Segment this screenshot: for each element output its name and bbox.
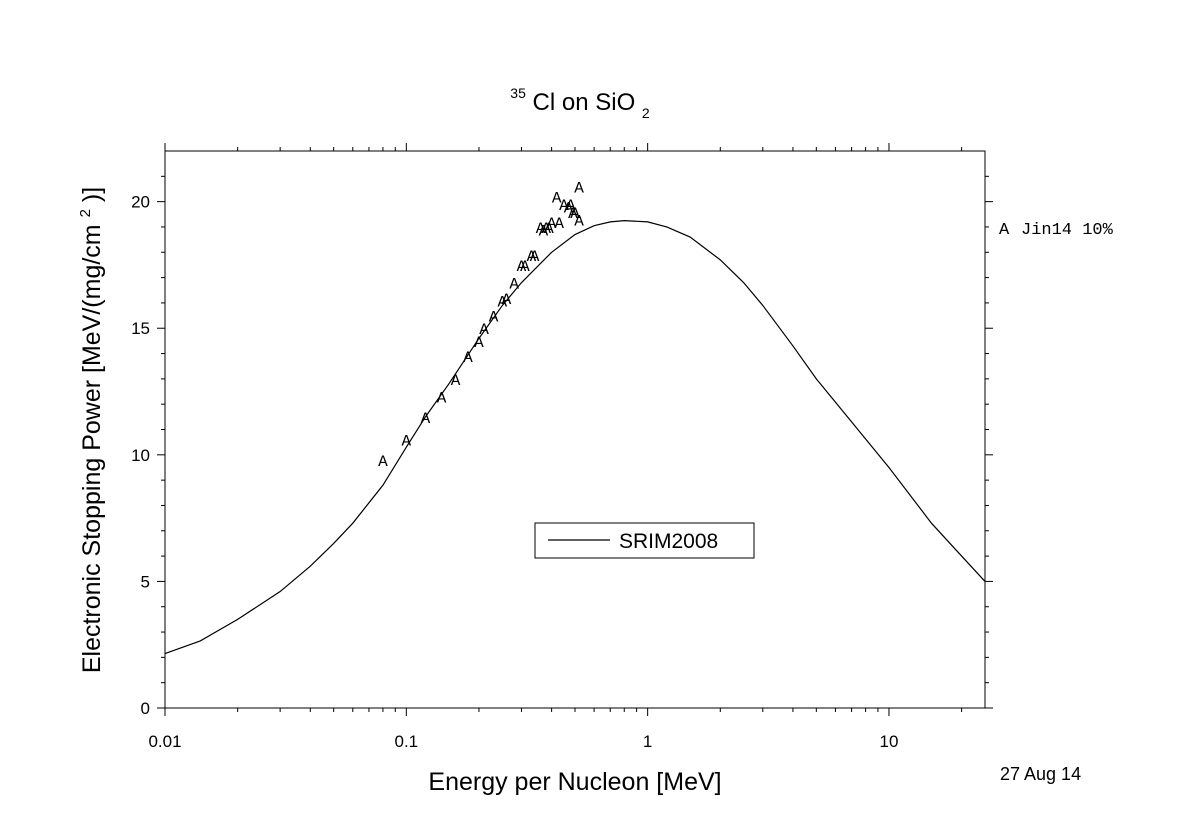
data-point-marker: A <box>451 372 461 390</box>
y-axis-ticks: 0 5 10 15 20 <box>131 175 993 718</box>
data-point-marker: A <box>517 258 527 276</box>
chart-title: 35 Cl on SiO 2 <box>510 77 650 121</box>
data-point-marker: A <box>378 453 388 471</box>
data-point-marker: A <box>544 220 554 238</box>
y-axis-label-tail: )] <box>78 187 106 202</box>
data-point-marker: A <box>574 179 584 197</box>
data-point-marker: A <box>520 258 530 276</box>
title-mass-number: 35 <box>510 85 526 101</box>
series-line-srim2008 <box>164 220 986 655</box>
date-stamp: 27 Aug 14 <box>1000 764 1081 784</box>
data-point-marker: A <box>570 205 580 223</box>
y-axis-label-main: Electronic Stopping Power [MeV/(mg/cm <box>78 224 106 673</box>
data-point-marker: A <box>539 222 549 240</box>
data-point-marker: A <box>463 349 473 367</box>
y-tick-label: 5 <box>141 572 150 591</box>
x-axis-ticks: 0.01 0.1 1 10 <box>148 143 963 751</box>
data-point-marker: A <box>474 334 484 352</box>
data-point-marker: A <box>402 433 412 451</box>
data-point-marker: A <box>559 197 569 215</box>
data-point-marker: A <box>574 212 584 230</box>
data-point-marker: A <box>541 220 551 238</box>
data-point-marker: A <box>566 197 576 215</box>
y-axis-label: Electronic Stopping Power [MeV/(mg/cm 2 … <box>68 187 106 673</box>
title-ion-text: Cl on SiO <box>533 89 636 116</box>
y-tick-label: 10 <box>131 446 150 465</box>
y-tick-label: 15 <box>131 319 150 338</box>
data-point-marker: A <box>564 200 574 218</box>
data-point-marker: A <box>509 276 519 294</box>
data-point-marker: A <box>437 390 447 408</box>
side-legend-marker: A <box>999 221 1010 240</box>
data-point-marker: A <box>498 293 508 311</box>
x-tick-label: 0.1 <box>395 732 419 751</box>
data-point-marker: A <box>527 248 537 266</box>
data-point-marker: A <box>530 248 540 266</box>
x-tick-label: 10 <box>880 732 899 751</box>
data-point-marker: A <box>554 215 564 233</box>
legend-entry-srim2008: SRIM2008 <box>619 530 718 553</box>
legend: SRIM2008 <box>534 522 755 559</box>
data-point-marker: A <box>547 215 557 233</box>
y-tick-label: 20 <box>131 193 150 212</box>
side-legend-label: Jin14 10% <box>1021 221 1114 240</box>
data-point-marker: A <box>552 190 562 208</box>
title-subscript: 2 <box>642 105 650 121</box>
y-axis-label-superscript: 2 <box>77 209 94 217</box>
data-point-marker: A <box>489 309 499 327</box>
data-point-marker: A <box>536 220 546 238</box>
data-point-marker: A <box>568 205 578 223</box>
data-point-marker: A <box>479 321 489 339</box>
side-legend: A Jin14 10% <box>999 221 1114 240</box>
x-tick-label: 1 <box>643 732 652 751</box>
y-tick-label: 0 <box>141 699 150 718</box>
data-point-marker: A <box>502 291 512 309</box>
x-tick-label: 0.01 <box>148 732 181 751</box>
data-point-marker: A <box>421 410 431 428</box>
x-axis-label: Energy per Nucleon [MeV] <box>428 768 721 796</box>
